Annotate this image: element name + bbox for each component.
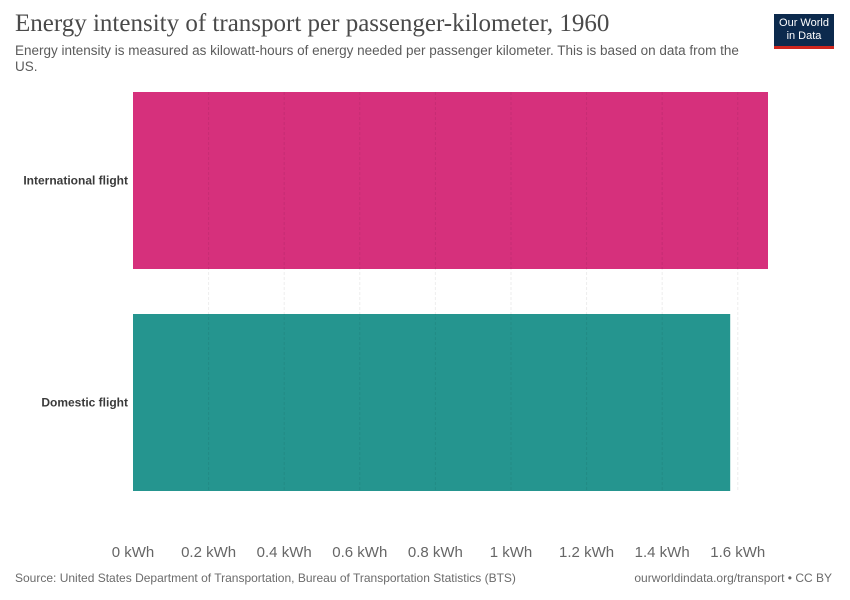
x-tick-label: 0.6 kWh: [332, 544, 387, 561]
x-tick-label: 0.4 kWh: [257, 544, 312, 561]
x-tick-label: 0 kWh: [112, 544, 155, 561]
x-tick-label: 0.2 kWh: [181, 544, 236, 561]
logo-line-2: in Data: [786, 30, 822, 42]
bars-layer: [133, 92, 768, 491]
category-labels-layer: International flight Domestic flight: [23, 174, 128, 410]
tick-labels-layer: 0 kWh 0.2 kWh 0.4 kWh 0.6 kWh 0.8 kWh 1 kWh 1.…: [112, 544, 766, 561]
x-tick-label: 1.6 kWh: [710, 544, 765, 561]
source-note: Source: United States Department of Tran…: [15, 571, 516, 585]
bar-domestic-flight[interactable]: [133, 314, 731, 491]
owid-logo[interactable]: Our World in Data: [774, 14, 834, 49]
x-tick-label: 0.8 kWh: [408, 544, 463, 561]
category-label: Domestic flight: [41, 396, 128, 410]
x-tick-label: 1.2 kWh: [559, 544, 614, 561]
chart-title: Energy intensity of transport per passen…: [15, 10, 610, 37]
x-tick-label: 1 kWh: [490, 544, 533, 561]
chart-subtitle: Energy intensity is measured as kilowatt…: [15, 43, 739, 74]
gridlines-layer: [208, 92, 739, 492]
bar-international-flight[interactable]: [133, 92, 768, 269]
category-label: International flight: [23, 174, 128, 188]
license-link[interactable]: ourworldindata.org/transport • CC BY: [634, 571, 832, 585]
logo-line-1: Our World: [779, 17, 829, 29]
x-tick-label: 1.4 kWh: [635, 544, 690, 561]
